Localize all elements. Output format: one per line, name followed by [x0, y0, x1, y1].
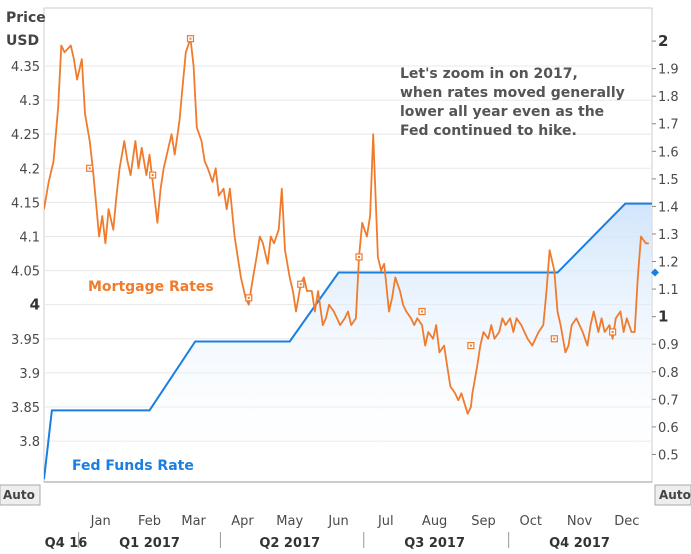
left-tick-label: 3.95: [11, 333, 40, 348]
fed-funds-line: [44, 202, 652, 480]
mortgage-marker-dot: [88, 167, 91, 170]
right-tick-label: 1.5: [658, 173, 679, 188]
month-label: Aug: [422, 514, 447, 529]
right-tick-label: 1.9: [658, 63, 679, 78]
right-tick-label: 1.6: [658, 145, 679, 160]
right-tick-label: 0.7: [658, 393, 679, 408]
quarter-label: Q2 2017: [259, 536, 320, 551]
right-tick-label: 1.2: [658, 256, 679, 271]
annotation-line-1: Let's zoom in on 2017,: [400, 66, 578, 82]
right-tick-label: 0.9: [658, 338, 679, 353]
left-axis-ticks: 3.8 3.85 3.9 3.95 4 4.05 4.1 4.15 4.2 4.25 4.3 4.35: [11, 60, 40, 450]
left-tick-label: 4.25: [11, 128, 40, 143]
left-tick-label: 3.9: [19, 367, 40, 382]
right-auto-label: Auto: [659, 488, 691, 502]
month-label: Nov: [567, 514, 593, 529]
right-tick-label: 0.8: [658, 366, 679, 381]
mortgage-rates-line: [44, 37, 649, 415]
mortgage-marker-dot: [421, 310, 424, 313]
mortgage-marker-dot: [358, 255, 361, 258]
series: [44, 37, 652, 480]
annotation-line-3: lower all year even as the: [400, 104, 604, 120]
fed-series-label: Fed Funds Rate: [72, 458, 194, 474]
right-tick-label: 1: [658, 308, 668, 326]
month-label: May: [276, 514, 303, 529]
x-axis-months: Jan Feb Mar Apr May Jun Jul Aug Sep Oct Nov Dec: [90, 514, 640, 529]
quarter-label: Q3 2017: [404, 536, 465, 551]
right-tick-label: 1.7: [658, 118, 679, 133]
month-label: Jan: [90, 514, 111, 529]
left-auto-label: Auto: [3, 488, 35, 502]
mortgage-marker-dot: [247, 296, 250, 299]
quarter-label: Q4 2017: [549, 536, 610, 551]
right-tick-label: 1.4: [658, 200, 679, 215]
right-tick-label: 1.3: [658, 228, 679, 243]
mortgage-marker-dot: [469, 344, 472, 347]
left-auto-button[interactable]: Auto: [0, 484, 41, 506]
month-label: Jul: [377, 514, 394, 529]
left-tick-label: 4: [30, 296, 40, 314]
left-tick-label: 4.35: [11, 60, 40, 75]
right-auto-button[interactable]: Auto: [654, 484, 691, 506]
left-tick-label: 4.15: [11, 196, 40, 211]
right-tick-label: 0.5: [658, 448, 679, 463]
mortgage-marker-dot: [189, 37, 192, 40]
markers: [86, 35, 659, 350]
left-tick-label: 3.85: [11, 401, 40, 416]
left-tick-label: 3.8: [19, 435, 40, 450]
left-axis-unit-price: Price: [6, 10, 46, 26]
left-axis-unit-usd: USD: [6, 33, 39, 49]
left-tick-label: 4.3: [19, 94, 40, 109]
annotation: Let's zoom in on 2017, when rates moved …: [400, 66, 625, 139]
month-label: Feb: [138, 514, 161, 529]
right-tick-label: 1.1: [658, 283, 679, 298]
month-label: Apr: [231, 514, 254, 529]
quarter-label: Q1 2017: [119, 536, 180, 551]
month-label: Jun: [327, 514, 348, 529]
mortgage-marker-dot: [299, 283, 302, 286]
right-tick-label: 0.6: [658, 421, 679, 436]
mortgage-marker-dot: [151, 174, 154, 177]
left-tick-label: 4.2: [19, 162, 40, 177]
right-tick-label: 1.8: [658, 90, 679, 105]
mortgage-marker-dot: [553, 337, 556, 340]
month-label: Mar: [181, 514, 206, 529]
mortgage-series-label: Mortgage Rates: [88, 279, 214, 295]
month-label: Dec: [614, 514, 639, 529]
quarter-label: Q4 16: [45, 536, 88, 551]
month-label: Sep: [471, 514, 496, 529]
month-label: Oct: [519, 514, 541, 529]
mortgage-marker-dot: [611, 330, 614, 333]
left-tick-label: 4.1: [19, 230, 40, 245]
annotation-line-4: Fed continued to hike.: [400, 123, 577, 139]
right-tick-label: 2: [658, 32, 668, 50]
right-axis-ticks: 0.5 0.6 0.7 0.8 0.9 1 1.1 1.2 1.3 1.4 1.5 1.6 1.7 1.8…: [652, 32, 679, 463]
fed-end-marker: [651, 268, 659, 277]
x-axis-quarters: Q4 16 Q1 2017 Q2 2017 Q3 2017 Q4 2017: [44, 481, 652, 551]
annotation-line-2: when rates moved generally: [400, 85, 625, 101]
left-tick-label: 4.05: [11, 265, 40, 280]
